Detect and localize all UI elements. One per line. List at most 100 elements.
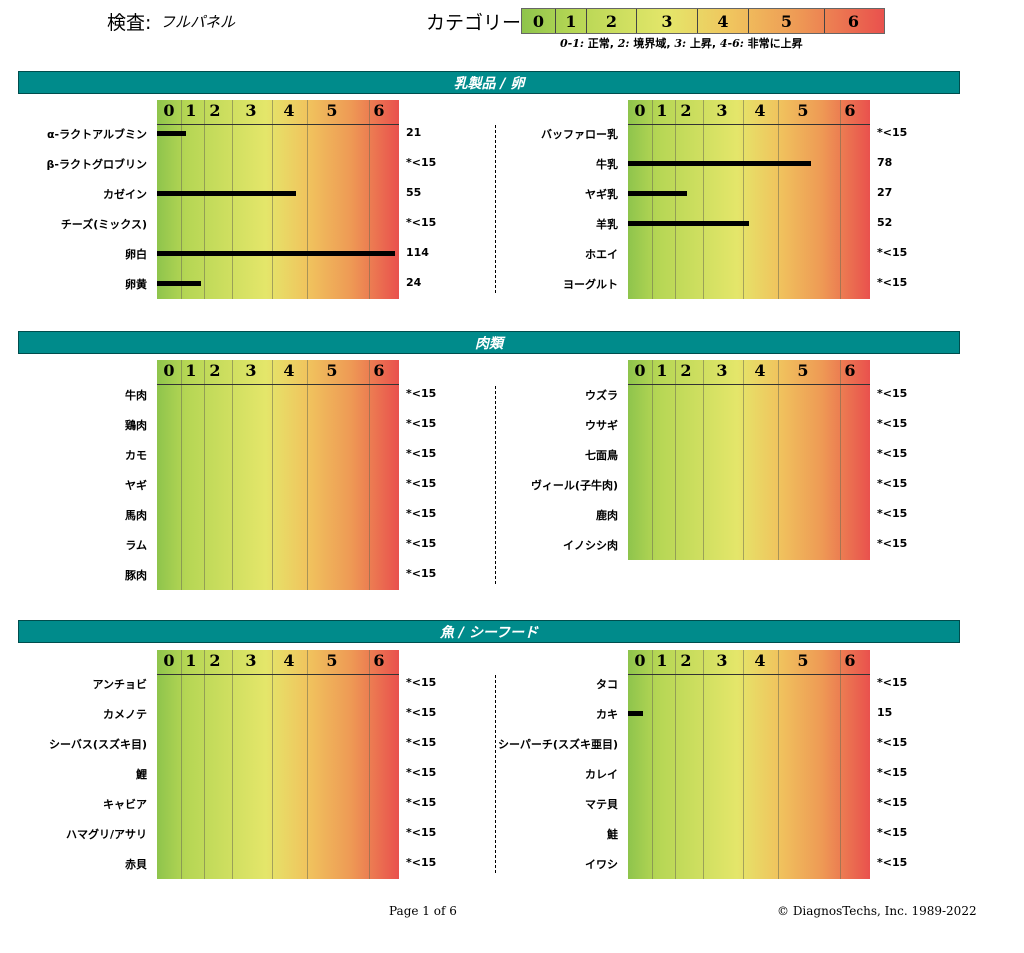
food-label: イワシ bbox=[585, 858, 618, 871]
grid-line bbox=[778, 650, 779, 879]
axis-line bbox=[157, 124, 399, 125]
axis-tick-6: 6 bbox=[373, 651, 385, 670]
result-value: *<15 bbox=[877, 537, 908, 550]
result-value: *<15 bbox=[406, 477, 437, 490]
food-label: α-ラクトアルブミン bbox=[46, 128, 147, 141]
axis-tick-4: 4 bbox=[283, 101, 295, 120]
category-note-text: 上昇, bbox=[686, 37, 720, 50]
category-cell-0: 0 bbox=[522, 9, 556, 33]
grid-line bbox=[181, 360, 182, 590]
result-value: 15 bbox=[877, 706, 893, 719]
grid-line bbox=[272, 100, 273, 299]
result-value: *<15 bbox=[406, 706, 437, 719]
result-bar bbox=[157, 191, 296, 196]
axis-tick-5: 5 bbox=[326, 101, 338, 120]
food-label: アンチョビ bbox=[92, 678, 147, 691]
result-value: *<15 bbox=[406, 507, 437, 520]
grid-line bbox=[652, 100, 653, 299]
result-value: *<15 bbox=[877, 856, 908, 869]
grid-line bbox=[743, 100, 744, 299]
axis-tick-5: 5 bbox=[797, 651, 809, 670]
axis-tick-1: 1 bbox=[185, 651, 197, 670]
grid-line bbox=[369, 360, 370, 590]
food-label: バッファロー乳 bbox=[541, 128, 618, 141]
food-label: カゼイン bbox=[103, 188, 147, 201]
category-cell-6: 6 bbox=[847, 11, 860, 31]
result-value: 21 bbox=[406, 126, 422, 139]
axis-tick-4: 4 bbox=[754, 101, 766, 120]
axis-tick-2: 2 bbox=[680, 651, 692, 670]
result-value: 55 bbox=[406, 186, 422, 199]
result-value: *<15 bbox=[406, 567, 437, 580]
axis-tick-6: 6 bbox=[844, 651, 856, 670]
category-gradient bbox=[628, 360, 870, 560]
grid-line bbox=[307, 360, 308, 590]
category-note-text: 非常に上昇 bbox=[743, 37, 803, 50]
food-label: ヴィール(子牛肉) bbox=[530, 479, 618, 492]
grid-line bbox=[675, 100, 676, 299]
result-bar bbox=[157, 131, 186, 136]
food-label: β-ラクトグロブリン bbox=[46, 158, 147, 171]
section-title: 肉類 bbox=[18, 331, 960, 354]
food-label: キャビア bbox=[103, 798, 147, 811]
result-value: *<15 bbox=[406, 537, 437, 550]
axis-line bbox=[157, 384, 399, 385]
grid-line bbox=[703, 100, 704, 299]
result-value: *<15 bbox=[406, 736, 437, 749]
axis-tick-0: 0 bbox=[163, 361, 175, 380]
category-note-text: 境界域, bbox=[629, 37, 675, 50]
result-bar bbox=[628, 221, 749, 226]
result-bar bbox=[628, 191, 687, 196]
axis-tick-0: 0 bbox=[163, 101, 175, 120]
category-note-text: 正常, bbox=[583, 37, 618, 50]
food-label: マテ貝 bbox=[585, 798, 618, 811]
grid-line bbox=[272, 360, 273, 590]
food-label: カモ bbox=[125, 449, 147, 462]
test-label: 検査: bbox=[107, 12, 152, 34]
result-value: *<15 bbox=[406, 796, 437, 809]
axis-tick-3: 3 bbox=[245, 361, 257, 380]
axis-tick-1: 1 bbox=[656, 101, 668, 120]
section-title: 乳製品 / 卵 bbox=[18, 71, 960, 94]
result-value: *<15 bbox=[406, 216, 437, 229]
food-label: 鹿肉 bbox=[596, 509, 618, 522]
axis-tick-5: 5 bbox=[326, 361, 338, 380]
grid-line bbox=[232, 100, 233, 299]
result-bar bbox=[157, 281, 201, 286]
food-label: チーズ(ミックス) bbox=[60, 218, 147, 231]
grid-line bbox=[743, 360, 744, 560]
food-label: 卵白 bbox=[125, 248, 147, 261]
axis-tick-2: 2 bbox=[680, 101, 692, 120]
axis-line bbox=[157, 674, 399, 675]
axis-line bbox=[628, 124, 870, 125]
axis-tick-2: 2 bbox=[209, 361, 221, 380]
result-value: *<15 bbox=[406, 387, 437, 400]
grid-line bbox=[743, 650, 744, 879]
category-gradient bbox=[157, 360, 399, 590]
result-value: *<15 bbox=[877, 507, 908, 520]
axis-tick-4: 4 bbox=[283, 651, 295, 670]
grid-line bbox=[778, 360, 779, 560]
column-separator bbox=[495, 386, 496, 584]
food-label: シーパーチ(スズキ亜目) bbox=[498, 738, 618, 751]
result-value: *<15 bbox=[406, 826, 437, 839]
result-value: *<15 bbox=[877, 766, 908, 779]
axis-tick-5: 5 bbox=[326, 651, 338, 670]
food-label: 卵黄 bbox=[125, 278, 147, 291]
food-label: ホエイ bbox=[585, 248, 618, 261]
food-label: タコ bbox=[596, 678, 618, 691]
copyright: © DiagnosTechs, Inc. 1989-2022 bbox=[777, 904, 977, 918]
category-label: カテゴリー: bbox=[426, 12, 528, 34]
axis-tick-0: 0 bbox=[163, 651, 175, 670]
result-value: *<15 bbox=[877, 796, 908, 809]
result-value: *<15 bbox=[877, 417, 908, 430]
axis-tick-1: 1 bbox=[656, 361, 668, 380]
grid-line bbox=[675, 360, 676, 560]
category-note-key: 4-6: bbox=[719, 37, 744, 50]
result-value: *<15 bbox=[877, 126, 908, 139]
axis-tick-6: 6 bbox=[373, 361, 385, 380]
grid-line bbox=[703, 650, 704, 879]
food-label: 豚肉 bbox=[125, 569, 147, 582]
